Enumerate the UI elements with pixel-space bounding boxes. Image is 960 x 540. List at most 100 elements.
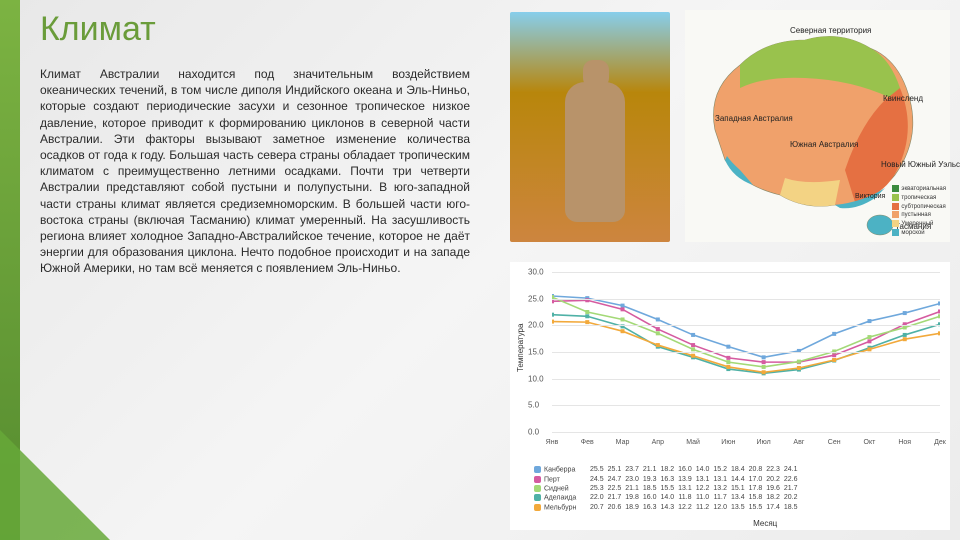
kangaroo-photo [510,12,670,242]
legend-cell: 24.5 [588,475,606,484]
x-tick: Ноя [898,439,911,446]
legend-cell: 20.6 [606,503,624,512]
chart-plot: 0.05.010.015.020.025.030.0ЯнвФевМарАпрМа… [552,272,940,432]
legend-row: Мельбурн [532,503,588,512]
legend-row: Перт [532,475,588,484]
legend-cell: 18.4 [729,465,747,474]
legend-grass: Умеренный [901,221,933,227]
legend-cell: 22.3 [764,465,782,474]
y-tick: 30.0 [528,268,544,277]
legend-cell: 21.7 [782,484,800,493]
legend-table: Канберра25.525.123.721.118.216.014.015.2… [532,465,800,512]
legend-row: Аделаида [532,493,588,502]
x-tick: Май [686,439,700,446]
accent-corner [0,430,110,540]
legend-cell: 20.2 [782,493,800,502]
map-label-wa: Западная Австралия [715,114,793,123]
legend-cell: 21.7 [606,493,624,502]
australia-map: Северная территория Западная Австралия Ю… [685,10,950,242]
x-tick: Мар [616,439,630,446]
legend-cell: 22.0 [588,493,606,502]
map-label-qld: Квинсленд [883,94,923,103]
legend-cell: 21.1 [641,465,659,474]
y-tick: 10.0 [528,374,544,383]
map-label-sa: Южная Австралия [790,140,858,149]
legend-cell: 20.8 [747,465,765,474]
slide: Климат Климат Австралии находится под зн… [0,0,960,540]
legend-row: Канберра [532,465,588,474]
legend-cell: 13.1 [676,484,694,493]
legend-cell: 13.5 [729,503,747,512]
legend-cell: 15.8 [747,493,765,502]
legend-cell: 12.2 [694,484,712,493]
legend-cell: 17.4 [764,503,782,512]
legend-cell: 13.1 [694,475,712,484]
legend-cell: 22.5 [606,484,624,493]
slide-title: Климат [40,10,156,49]
legend-cell: 15.5 [659,484,677,493]
kangaroo-shape [565,82,625,222]
legend-cell: 15.2 [711,465,729,474]
legend-cell: 23.7 [623,465,641,474]
legend-cell: 13.2 [711,484,729,493]
legend-cell: 16.0 [641,493,659,502]
y-tick: 5.0 [528,401,539,410]
legend-cell: 18.9 [623,503,641,512]
legend-cell: 20.2 [764,475,782,484]
legend-cell: 11.2 [694,503,712,512]
legend-cell: 13.1 [711,475,729,484]
y-tick: 20.0 [528,321,544,330]
legend-cell: 22.6 [782,475,800,484]
legend-eq: экваториальная [901,186,946,192]
legend-cell: 25.3 [588,484,606,493]
y-tick: 15.0 [528,348,544,357]
legend-sub: субтропическая [901,204,945,210]
legend-cell: 14.0 [659,493,677,502]
legend-cell: 24.1 [782,465,800,474]
legend-cell: 14.4 [729,475,747,484]
x-tick: Фев [581,439,594,446]
legend-cell: 19.3 [641,475,659,484]
legend-cell: 17.0 [747,475,765,484]
legend-cell: 12.2 [676,503,694,512]
y-tick: 0.0 [528,428,539,437]
legend-cell: 25.5 [588,465,606,474]
legend-row: Сидней [532,484,588,493]
x-tick: Янв [546,439,559,446]
legend-cell: 18.2 [659,465,677,474]
x-tick: Авг [793,439,804,446]
legend-cell: 13.9 [676,475,694,484]
legend-cell: 23.0 [623,475,641,484]
map-label-vic: Виктория [855,193,885,200]
map-legend: экваториальная тропическая субтропическа… [892,185,946,238]
temperature-chart: Температура Месяц 0.05.010.015.020.025.0… [510,262,950,530]
y-axis-label: Температура [516,324,525,372]
x-tick: Апр [652,439,664,446]
legend-des: пустынная [901,212,930,218]
legend-cell: 14.3 [659,503,677,512]
legend-temp: морской [901,230,924,236]
legend-trop: тропическая [901,195,936,201]
legend-cell: 15.5 [747,503,765,512]
legend-cell: 19.6 [764,484,782,493]
legend-cell: 17.8 [747,484,765,493]
map-label-nsw: Новый Южный Уэльс [881,160,960,169]
x-axis-label: Месяц [753,519,777,528]
legend-cell: 25.1 [606,465,624,474]
legend-cell: 16.0 [676,465,694,474]
legend-cell: 18.5 [641,484,659,493]
legend-cell: 13.4 [729,493,747,502]
legend-cell: 11.7 [711,493,729,502]
x-tick: Сен [828,439,841,446]
legend-cell: 11.0 [694,493,712,502]
legend-cell: 18.2 [764,493,782,502]
legend-cell: 16.3 [659,475,677,484]
y-tick: 25.0 [528,294,544,303]
legend-cell: 15.1 [729,484,747,493]
body-text: Климат Австралии находится под значитель… [40,66,470,276]
legend-cell: 19.8 [623,493,641,502]
x-tick: Июл [757,439,771,446]
map-label-nt: Северная территория [790,26,871,35]
legend-cell: 11.8 [676,493,694,502]
legend-cell: 21.1 [623,484,641,493]
